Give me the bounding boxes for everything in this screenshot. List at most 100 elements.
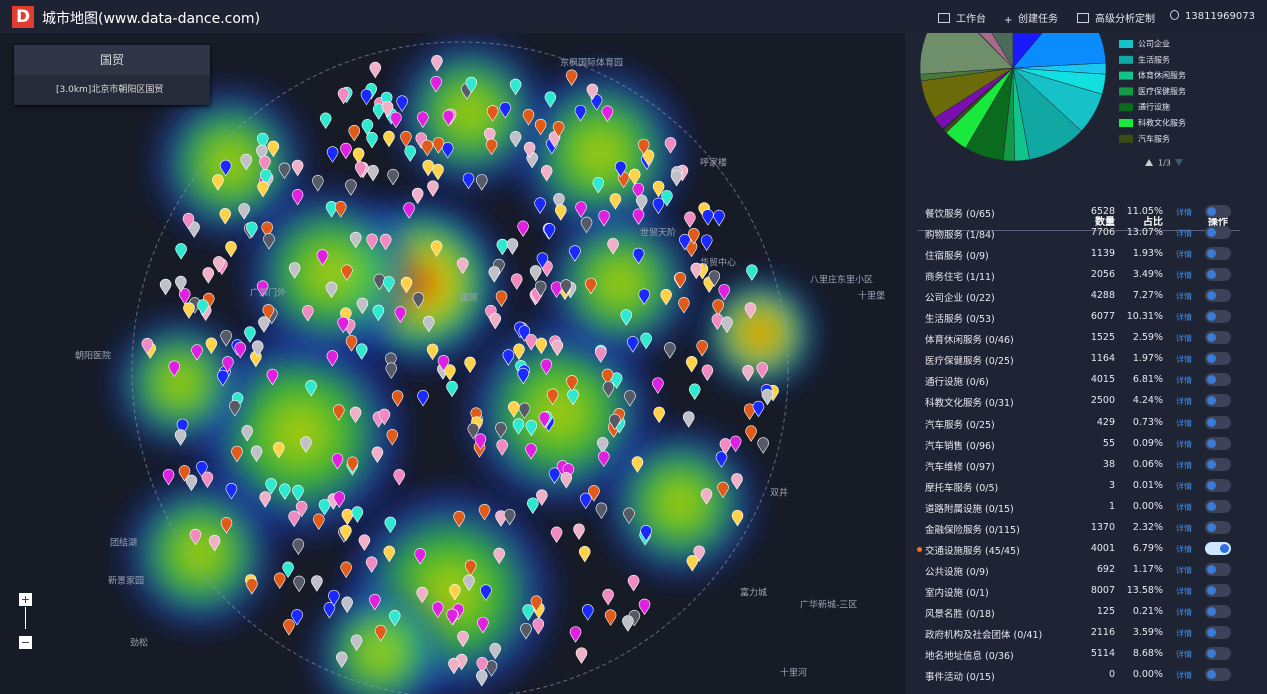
pin[interactable] — [386, 429, 399, 446]
toggle[interactable] — [1205, 562, 1231, 576]
pin[interactable] — [387, 168, 399, 186]
pin[interactable] — [535, 337, 548, 355]
pin[interactable] — [288, 510, 300, 528]
detail-link[interactable]: 详情 — [1176, 565, 1192, 575]
pin[interactable] — [553, 193, 565, 210]
pin[interactable] — [291, 159, 304, 177]
pin[interactable] — [609, 193, 622, 210]
pin[interactable] — [231, 445, 243, 463]
pin[interactable] — [488, 266, 501, 283]
pin[interactable] — [305, 380, 317, 397]
pin[interactable] — [341, 264, 353, 282]
pin[interactable] — [244, 326, 256, 343]
pin[interactable] — [263, 233, 275, 250]
pin[interactable] — [432, 163, 444, 181]
pin[interactable] — [340, 561, 352, 579]
pin[interactable] — [462, 172, 475, 190]
zoom-in[interactable]: + — [19, 593, 32, 606]
pin[interactable] — [345, 335, 358, 352]
pin[interactable] — [417, 389, 429, 407]
pin[interactable] — [637, 138, 650, 156]
pin[interactable] — [319, 112, 332, 130]
pin[interactable] — [212, 174, 224, 191]
pin[interactable] — [446, 608, 458, 626]
pin[interactable] — [337, 316, 349, 334]
pin[interactable] — [246, 221, 258, 239]
pin[interactable] — [256, 132, 269, 150]
pin[interactable] — [712, 299, 724, 316]
pin[interactable] — [404, 145, 417, 162]
pin[interactable] — [355, 343, 368, 360]
pin[interactable] — [517, 367, 530, 385]
pin[interactable] — [632, 182, 645, 200]
pin[interactable] — [638, 598, 651, 616]
pin[interactable] — [640, 332, 652, 350]
pin[interactable] — [548, 467, 561, 485]
pin[interactable] — [427, 180, 439, 197]
pin[interactable] — [731, 473, 743, 490]
pin[interactable] — [457, 630, 469, 648]
toggle[interactable] — [1205, 520, 1231, 534]
pin[interactable] — [229, 400, 241, 417]
pin[interactable] — [442, 109, 455, 127]
pin[interactable] — [614, 160, 627, 178]
pin[interactable] — [272, 441, 285, 459]
toggle[interactable] — [1205, 310, 1231, 324]
pin[interactable] — [400, 131, 412, 148]
pin[interactable] — [527, 497, 539, 514]
pin[interactable] — [582, 604, 594, 621]
toggle[interactable] — [1205, 541, 1231, 555]
pin[interactable] — [569, 245, 581, 262]
pin[interactable] — [191, 344, 203, 361]
pin[interactable] — [529, 265, 542, 282]
pin[interactable] — [416, 586, 428, 604]
pin[interactable] — [465, 76, 478, 94]
detail-link[interactable]: 详情 — [1176, 334, 1192, 344]
pin[interactable] — [369, 593, 381, 611]
pin[interactable] — [259, 155, 271, 173]
pin[interactable] — [602, 381, 615, 398]
pin[interactable] — [426, 343, 439, 361]
pin[interactable] — [525, 443, 537, 460]
pin[interactable] — [700, 234, 713, 251]
pin[interactable] — [393, 469, 406, 486]
pin[interactable] — [341, 596, 353, 614]
detail-link[interactable]: 详情 — [1176, 271, 1192, 281]
pin[interactable] — [746, 264, 758, 281]
pin[interactable] — [664, 137, 677, 154]
pin[interactable] — [312, 175, 324, 192]
pin[interactable] — [267, 140, 280, 158]
pin[interactable] — [231, 392, 244, 409]
pin[interactable] — [721, 316, 733, 334]
pin[interactable] — [225, 482, 238, 500]
pin[interactable] — [348, 124, 361, 142]
pin[interactable] — [684, 211, 696, 229]
pin[interactable] — [534, 280, 547, 298]
pin[interactable] — [592, 177, 605, 194]
detail-link[interactable]: 详情 — [1176, 544, 1192, 554]
pin[interactable] — [196, 461, 208, 478]
pin[interactable] — [476, 174, 488, 191]
toggle[interactable] — [1205, 457, 1231, 471]
pin[interactable] — [700, 488, 713, 505]
pin[interactable] — [183, 302, 195, 319]
pin[interactable] — [596, 437, 609, 454]
pin[interactable] — [534, 118, 547, 136]
pin[interactable] — [693, 545, 705, 562]
pin[interactable] — [477, 616, 489, 634]
pin[interactable] — [590, 94, 603, 111]
pin[interactable] — [525, 419, 538, 437]
pin[interactable] — [678, 297, 690, 314]
toggle[interactable] — [1205, 226, 1231, 240]
nav-item[interactable]: 高级分析定制 — [1077, 10, 1155, 25]
pin[interactable] — [293, 575, 305, 593]
pin[interactable] — [757, 437, 769, 454]
pin[interactable] — [674, 272, 687, 289]
pin[interactable] — [489, 642, 502, 660]
pin[interactable] — [417, 111, 429, 128]
pin[interactable] — [441, 142, 454, 159]
pin[interactable] — [176, 418, 189, 436]
toggle[interactable] — [1205, 352, 1231, 366]
pin[interactable] — [627, 574, 640, 592]
pin[interactable] — [729, 435, 742, 453]
